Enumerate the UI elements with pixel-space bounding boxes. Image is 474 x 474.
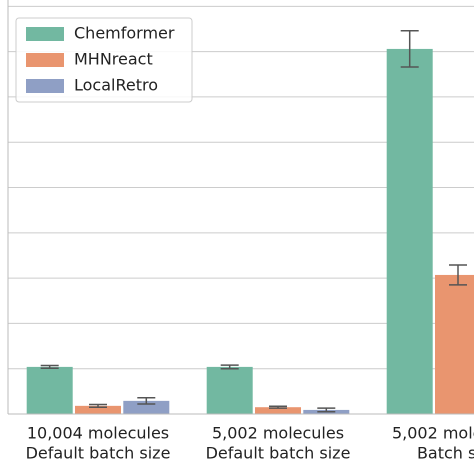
legend-label: LocalRetro: [74, 76, 158, 95]
legend-label: Chemformer: [74, 24, 175, 43]
legend-swatch: [26, 79, 64, 93]
bar: [435, 274, 474, 414]
error-bar: [317, 407, 336, 413]
bar: [75, 405, 121, 414]
x-tick-label: 5,002 molecules: [392, 424, 474, 443]
bar: [386, 48, 433, 414]
bar: [123, 400, 170, 414]
x-tick-label: Batch size: [417, 444, 474, 463]
legend-label: MHNreact: [74, 50, 153, 69]
error-bar: [449, 264, 467, 286]
bar: [206, 366, 253, 414]
x-tick-label: 10,004 molecules: [27, 424, 169, 443]
error-bar: [40, 364, 59, 370]
error-bar: [220, 364, 239, 370]
error-bar: [137, 396, 156, 405]
x-tick-label: Default batch size: [206, 444, 351, 463]
error-bar: [269, 405, 287, 409]
error-bar: [400, 30, 419, 68]
x-tick-label: Default batch size: [26, 444, 171, 463]
bar: [255, 407, 301, 414]
x-tick-label: 5,002 molecules: [212, 424, 344, 443]
error-bar: [89, 403, 107, 408]
legend-swatch: [26, 27, 64, 41]
legend: Chemformer MHNreact LocalRetro: [15, 17, 193, 103]
bar: [26, 366, 73, 414]
legend-swatch: [26, 53, 64, 67]
